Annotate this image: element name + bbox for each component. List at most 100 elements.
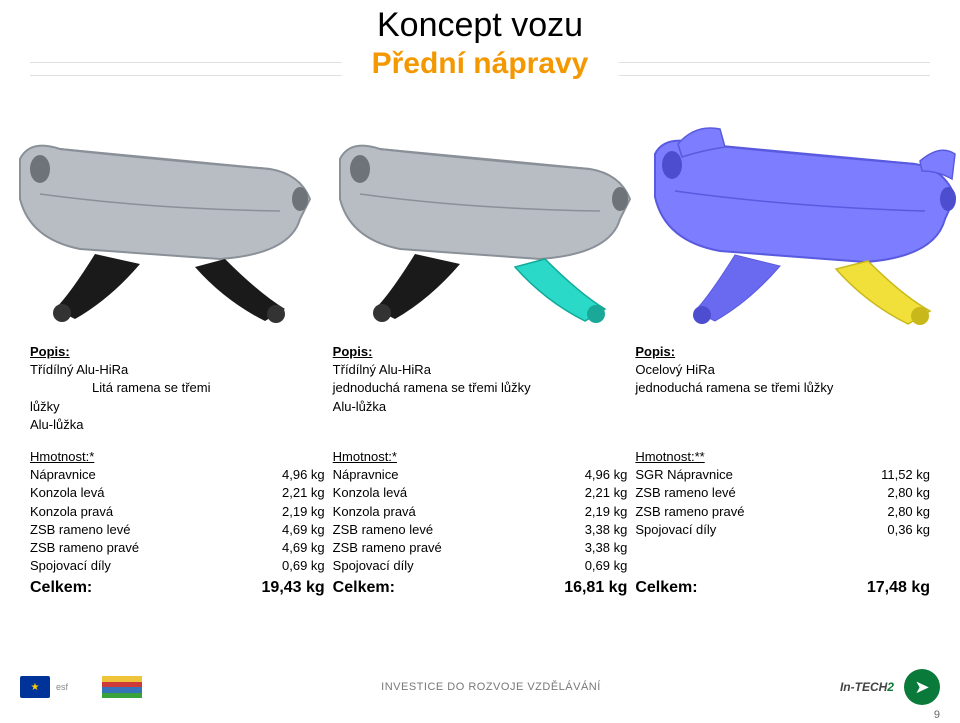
intech-logo: In-TECH2 bbox=[840, 680, 894, 694]
row-value: 2,80 kg bbox=[887, 484, 930, 502]
row-value: 4,96 kg bbox=[585, 466, 628, 484]
row-value: 3,38 kg bbox=[585, 539, 628, 557]
row-label: Spojovací díly bbox=[635, 521, 716, 539]
row-value: 4,96 kg bbox=[282, 466, 325, 484]
col-3: Popis: Ocelový HiRa jednoduchá ramena se… bbox=[635, 343, 930, 600]
opvk-logo-icon bbox=[102, 676, 142, 698]
total-label: Celkem: bbox=[635, 577, 697, 599]
data-columns: Popis: Třídílný Alu-HiRa Litá ramena se … bbox=[0, 339, 960, 600]
row-label: Nápravnice bbox=[333, 466, 399, 484]
row-value: 2,19 kg bbox=[585, 503, 628, 521]
col-1: Popis: Třídílný Alu-HiRa Litá ramena se … bbox=[30, 343, 325, 600]
mass-heading: Hmotnost:* bbox=[333, 448, 628, 466]
total-value: 17,48 kg bbox=[867, 577, 930, 599]
data-row: Spojovací díly 0,69 kg bbox=[333, 557, 628, 575]
slide-page: Koncept vozu Přední nápravy bbox=[0, 0, 960, 723]
desc-line: Alu-lůžka bbox=[333, 398, 628, 416]
image-col-2 bbox=[320, 99, 640, 339]
images-row bbox=[0, 99, 960, 339]
eu-flag-icon: ★ bbox=[20, 676, 50, 698]
data-row: SGR Nápravnice 11,52 kg bbox=[635, 466, 930, 484]
total-label: Celkem: bbox=[30, 577, 92, 599]
total-value: 16,81 kg bbox=[564, 577, 627, 599]
footer: ★ esf INVESTICE DO ROZVOJE VZDĚLÁVÁNÍ In… bbox=[0, 659, 960, 715]
desc-heading: Popis: bbox=[30, 343, 325, 361]
row-label: Spojovací díly bbox=[30, 557, 111, 575]
total-label: Celkem: bbox=[333, 577, 395, 599]
row-label: ZSB rameno pravé bbox=[635, 503, 744, 521]
spacer bbox=[635, 539, 930, 557]
data-row: Konzola levá 2,21 kg bbox=[30, 484, 325, 502]
data-row: Nápravnice 4,96 kg bbox=[30, 466, 325, 484]
data-row: Konzola pravá 2,19 kg bbox=[333, 503, 628, 521]
row-value: 2,80 kg bbox=[887, 503, 930, 521]
data-row: ZSB rameno pravé 4,69 kg bbox=[30, 539, 325, 557]
desc-line: jednoduchá ramena se třemi lůžky bbox=[635, 379, 930, 397]
desc-line: Alu-lůžka bbox=[30, 416, 325, 434]
data-row: ZSB rameno levé 4,69 kg bbox=[30, 521, 325, 539]
skoda-logo-icon: ➤ bbox=[904, 669, 940, 705]
footer-center-text: INVESTICE DO ROZVOJE VZDĚLÁVÁNÍ bbox=[381, 681, 601, 693]
axle-illustration-1 bbox=[0, 99, 320, 339]
row-value: 0,36 kg bbox=[887, 521, 930, 539]
page-subtitle: Přední nápravy bbox=[342, 47, 619, 81]
col-2: Popis: Třídílný Alu-HiRa jednoduchá rame… bbox=[333, 343, 628, 600]
row-label: ZSB rameno pravé bbox=[30, 539, 139, 557]
total-value: 19,43 kg bbox=[262, 577, 325, 599]
row-label: SGR Nápravnice bbox=[635, 466, 733, 484]
page-number: 9 bbox=[934, 709, 940, 721]
row-label: ZSB rameno levé bbox=[333, 521, 433, 539]
subtitle-wrap: Přední nápravy bbox=[0, 47, 960, 91]
desc-heading: Popis: bbox=[635, 343, 930, 361]
desc-line: jednoduchá ramena se třemi lůžky bbox=[333, 379, 628, 397]
row-value: 2,21 kg bbox=[282, 484, 325, 502]
row-label: ZSB rameno pravé bbox=[333, 539, 442, 557]
row-value: 3,38 kg bbox=[585, 521, 628, 539]
data-row: ZSB rameno levé 3,38 kg bbox=[333, 521, 628, 539]
image-col-1 bbox=[0, 99, 320, 339]
desc-line: Litá ramena se třemi bbox=[30, 379, 325, 397]
page-title: Koncept vozu bbox=[0, 0, 960, 45]
row-label: Konzola levá bbox=[333, 484, 407, 502]
desc-heading: Popis: bbox=[333, 343, 628, 361]
spacer bbox=[333, 416, 628, 434]
image-col-3 bbox=[640, 99, 960, 339]
axle-illustration-2 bbox=[320, 99, 640, 339]
row-value: 4,69 kg bbox=[282, 521, 325, 539]
mass-heading: Hmotnost:** bbox=[635, 448, 930, 466]
spacer bbox=[635, 416, 930, 434]
row-value: 2,19 kg bbox=[282, 503, 325, 521]
esf-logo-icon: esf bbox=[56, 676, 96, 698]
desc-line: Třídílný Alu-HiRa bbox=[30, 361, 325, 379]
data-row: Spojovací díly 0,36 kg bbox=[635, 521, 930, 539]
row-label: Konzola pravá bbox=[30, 503, 113, 521]
data-row: Spojovací díly 0,69 kg bbox=[30, 557, 325, 575]
row-value: 0,69 kg bbox=[282, 557, 325, 575]
row-value: 2,21 kg bbox=[585, 484, 628, 502]
desc-line: Ocelový HiRa bbox=[635, 361, 930, 379]
footer-left: ★ esf bbox=[20, 676, 142, 698]
total-row: Celkem: 16,81 kg bbox=[333, 577, 628, 599]
row-label: ZSB rameno levé bbox=[635, 484, 735, 502]
row-label: Nápravnice bbox=[30, 466, 96, 484]
total-row: Celkem: 17,48 kg bbox=[635, 577, 930, 599]
row-value: 0,69 kg bbox=[585, 557, 628, 575]
row-value: 4,69 kg bbox=[282, 539, 325, 557]
data-row: ZSB rameno levé 2,80 kg bbox=[635, 484, 930, 502]
intech-text: In-TECH bbox=[840, 680, 887, 694]
intech-suffix: 2 bbox=[887, 680, 894, 694]
row-label: Spojovací díly bbox=[333, 557, 414, 575]
desc-line: Třídílný Alu-HiRa bbox=[333, 361, 628, 379]
row-label: Konzola pravá bbox=[333, 503, 416, 521]
mass-heading: Hmotnost:* bbox=[30, 448, 325, 466]
data-row: ZSB rameno pravé 2,80 kg bbox=[635, 503, 930, 521]
row-label: ZSB rameno levé bbox=[30, 521, 130, 539]
row-label: Konzola levá bbox=[30, 484, 104, 502]
data-row: Nápravnice 4,96 kg bbox=[333, 466, 628, 484]
row-value: 11,52 kg bbox=[881, 466, 930, 484]
data-row: ZSB rameno pravé 3,38 kg bbox=[333, 539, 628, 557]
spacer bbox=[635, 398, 930, 416]
spacer bbox=[635, 557, 930, 575]
axle-illustration-3 bbox=[640, 99, 960, 339]
data-row: Konzola levá 2,21 kg bbox=[333, 484, 628, 502]
